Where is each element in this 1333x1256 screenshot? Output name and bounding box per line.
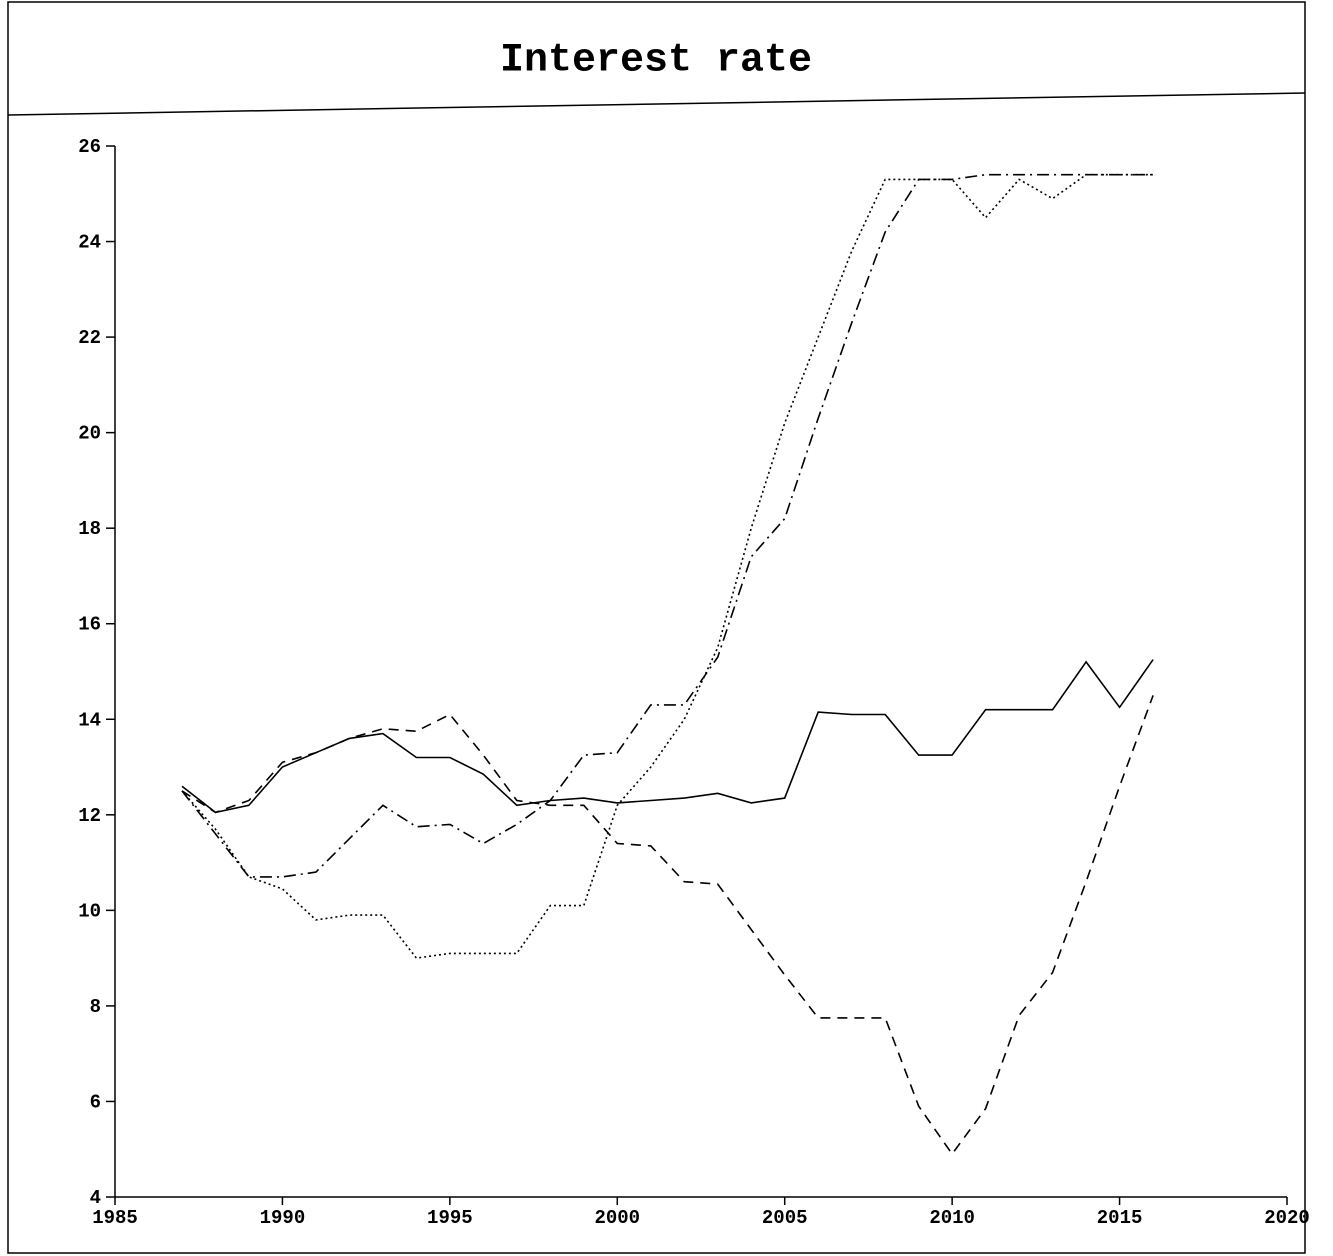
x-tick-label: 2000 bbox=[594, 1207, 640, 1229]
frame bbox=[7, 1, 1306, 1254]
series-line bbox=[181, 659, 1154, 814]
y-tick-label: 16 bbox=[78, 614, 101, 636]
series-line bbox=[181, 695, 1154, 1156]
x-tick-label: 1995 bbox=[427, 1207, 473, 1229]
y-tick-label: 12 bbox=[78, 805, 101, 827]
y-tick-label: 4 bbox=[90, 1187, 101, 1209]
y-tick-label: 22 bbox=[78, 327, 101, 349]
y-tick-label: 8 bbox=[90, 996, 101, 1018]
y-tick-label: 26 bbox=[78, 136, 101, 158]
series-line bbox=[181, 173, 1154, 959]
y-tick-label: 14 bbox=[78, 709, 101, 731]
x-tick-label: 2010 bbox=[929, 1207, 975, 1229]
x-tick-label: 1990 bbox=[260, 1207, 306, 1229]
y-tick-label: 24 bbox=[78, 232, 101, 254]
x-tick-label: 2005 bbox=[762, 1207, 808, 1229]
chart-title: Interest rate bbox=[500, 39, 812, 84]
y-tick-label: 20 bbox=[78, 423, 101, 445]
x-tick-label: 1985 bbox=[92, 1207, 138, 1229]
series-line bbox=[181, 173, 1154, 878]
y-tick-label: 6 bbox=[90, 1091, 101, 1113]
title-divider bbox=[7, 92, 1306, 116]
x-tick-label: 2020 bbox=[1264, 1207, 1310, 1229]
y-tick-label: 10 bbox=[78, 900, 101, 922]
x-tick-label: 2015 bbox=[1097, 1207, 1143, 1229]
y-tick-label: 18 bbox=[78, 518, 101, 540]
